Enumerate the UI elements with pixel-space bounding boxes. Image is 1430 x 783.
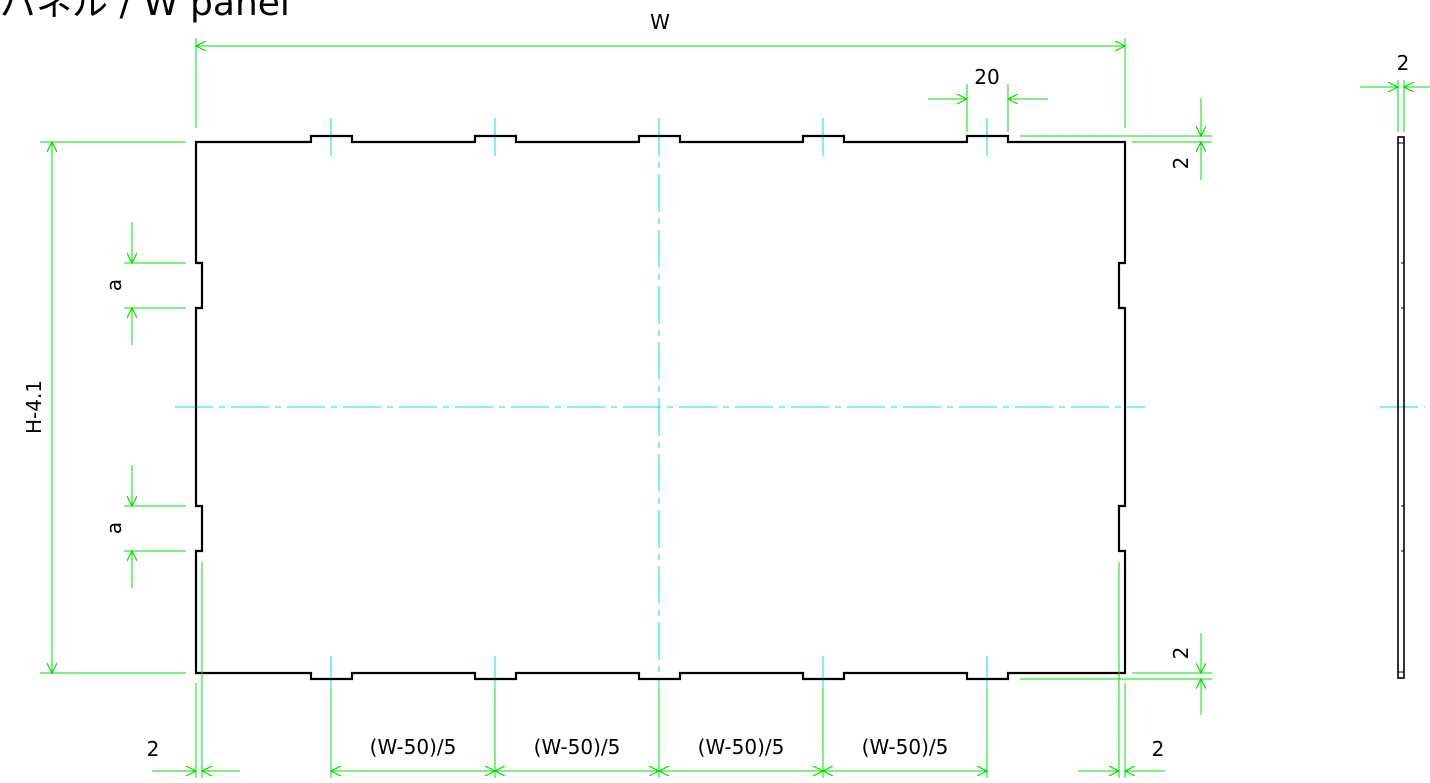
label-side-tab-upper: a [102,279,126,291]
label-pitch-4: (W-50)/5 [862,735,949,759]
dimension-side-thickness: 2 [1360,51,1430,132]
label-right-edge: 2 [1152,737,1165,761]
label-side-thickness: 2 [1397,51,1410,75]
dimension-top-offset: 2 [1020,98,1212,180]
dimension-pitch: (W-50)/5 (W-50)/5 (W-50)/5 (W-50)/5 [331,688,987,778]
dimension-left-edge: 2 [147,562,240,778]
label-pitch-3: (W-50)/5 [698,735,785,759]
dimension-height: H-4.1 [22,142,186,673]
dimension-side-tab-upper: a [102,222,186,345]
dimension-bottom-offset: 2 [1020,633,1212,715]
label-side-tab-lower: a [102,522,126,534]
drawing-title: パネル / W panel [0,0,290,24]
label-height: H-4.1 [22,380,46,434]
center-lines [175,118,1425,688]
dimension-w: W [196,10,1125,128]
label-pitch-1: (W-50)/5 [370,735,457,759]
dimension-right-edge: 2 [1078,562,1165,778]
label-w: W [650,10,670,34]
side-view [1397,136,1405,679]
label-pitch-2: (W-50)/5 [534,735,621,759]
panel-outline [194,134,1127,681]
dimension-tab-20: 20 [928,65,1048,132]
label-left-edge: 2 [147,737,160,761]
dimension-side-tab-lower: a [102,465,186,588]
label-bottom-offset: 2 [1169,647,1193,660]
label-top-offset: 2 [1169,157,1193,170]
label-tab-20: 20 [974,65,999,89]
